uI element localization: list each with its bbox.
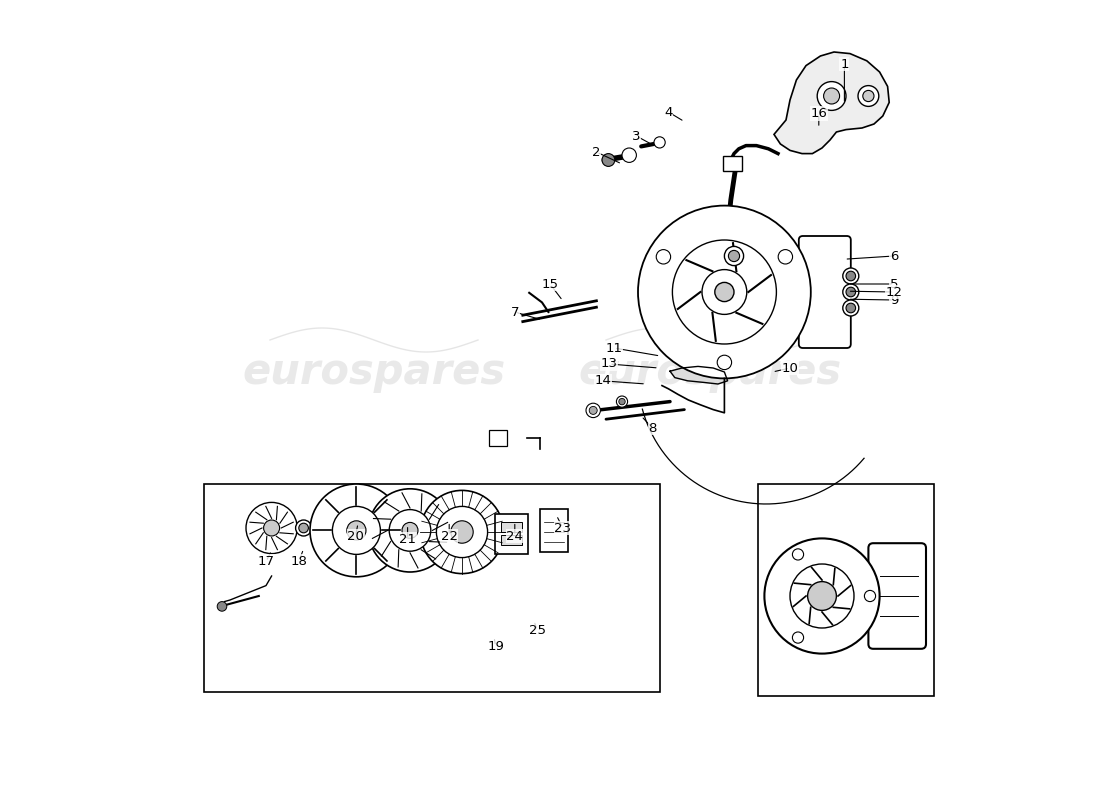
Circle shape [846,271,856,281]
Circle shape [217,602,227,611]
Circle shape [299,523,308,533]
Text: 8: 8 [648,422,657,434]
Circle shape [792,549,804,560]
Circle shape [843,300,859,316]
Text: 13: 13 [601,358,618,370]
Circle shape [725,246,744,266]
Text: 19: 19 [487,640,504,653]
Circle shape [619,398,625,405]
Circle shape [346,521,366,540]
Circle shape [389,510,431,551]
Text: 16: 16 [811,107,827,120]
Circle shape [296,520,311,536]
Circle shape [621,148,637,162]
Text: 25: 25 [529,624,546,637]
Circle shape [865,590,876,602]
FancyBboxPatch shape [502,522,522,532]
Text: eurospares: eurospares [242,351,506,393]
Polygon shape [774,52,889,154]
FancyBboxPatch shape [799,236,850,348]
Circle shape [420,490,504,574]
Circle shape [602,154,615,166]
Circle shape [590,406,597,414]
Circle shape [846,287,856,297]
Circle shape [792,632,804,643]
Circle shape [728,250,739,262]
Text: 21: 21 [399,533,416,546]
Text: 7: 7 [510,306,519,318]
Circle shape [764,538,880,654]
FancyBboxPatch shape [490,430,507,446]
Text: 9: 9 [890,294,899,306]
Text: 4: 4 [664,106,672,118]
Text: 5: 5 [890,278,899,290]
Circle shape [702,270,747,314]
Circle shape [858,86,879,106]
Circle shape [824,88,839,104]
Circle shape [638,206,811,378]
Circle shape [657,250,671,264]
Circle shape [717,355,732,370]
Circle shape [715,282,734,302]
Circle shape [843,284,859,300]
Circle shape [843,268,859,284]
Text: eurospares: eurospares [579,351,842,393]
Circle shape [246,502,297,554]
FancyBboxPatch shape [495,514,528,554]
Circle shape [586,403,601,418]
Circle shape [862,90,874,102]
Text: 1: 1 [840,58,849,70]
Circle shape [807,582,836,610]
Circle shape [368,489,452,572]
FancyBboxPatch shape [540,509,569,552]
FancyBboxPatch shape [868,543,926,649]
Text: 18: 18 [290,555,307,568]
Text: 24: 24 [506,530,524,542]
Circle shape [817,82,846,110]
Circle shape [654,137,666,148]
Text: 15: 15 [541,278,559,290]
Circle shape [672,240,777,344]
Circle shape [846,303,856,313]
Circle shape [332,506,381,554]
Text: 17: 17 [257,555,275,568]
Text: 10: 10 [782,362,799,374]
Circle shape [778,250,793,264]
Text: 20: 20 [348,530,364,542]
Circle shape [402,522,418,538]
Text: 14: 14 [594,374,612,387]
Polygon shape [670,366,727,384]
FancyBboxPatch shape [723,156,743,171]
Text: 12: 12 [886,286,902,298]
Circle shape [790,564,854,628]
Circle shape [437,506,487,558]
Circle shape [451,521,473,543]
Text: 2: 2 [592,146,601,158]
Text: 6: 6 [890,250,899,262]
Circle shape [616,396,628,407]
FancyBboxPatch shape [502,535,522,545]
Circle shape [310,484,403,577]
Text: 3: 3 [632,130,640,142]
Text: 11: 11 [605,342,623,354]
Circle shape [264,520,279,536]
Text: 22: 22 [441,530,458,542]
Text: 23: 23 [554,522,571,534]
